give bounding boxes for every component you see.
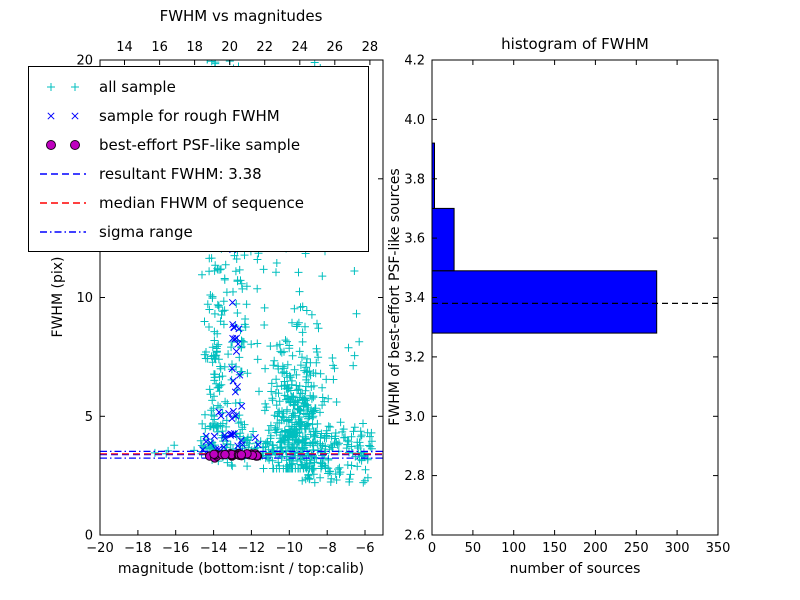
legend-label: median FHWM of sequence (99, 193, 304, 212)
legend-label: best-effort PSF-like sample (99, 135, 301, 154)
tick-label: 3.6 (404, 232, 425, 247)
tick-label: 50 (465, 541, 482, 556)
legend-label: sigma range (99, 222, 193, 241)
rough-fwhm-points (199, 245, 262, 459)
right-plot-ylabel: FWHM of best-effort PSF-like sources (387, 168, 403, 425)
left-plot-ylabel: FWHM (pix) (50, 257, 66, 338)
tick-label: −10 (276, 541, 303, 556)
tick-label: 14 (116, 40, 133, 55)
psf-sample-point (236, 450, 247, 460)
tick-label: 3.0 (404, 410, 425, 425)
tick-label: 24 (292, 40, 309, 55)
tick-label: 26 (327, 40, 344, 55)
tick-label: 4.0 (404, 113, 425, 128)
tick-label: −6 (355, 541, 374, 556)
legend-label: sample for rough FWHM (99, 106, 280, 125)
legend-item-psf-sample: best-effort PSF-like sample (29, 130, 368, 159)
legend-marker-circle (46, 139, 80, 150)
x-ticks-bottom: −20 −18 −16 −14 −12 −10 −8 −6 (86, 530, 375, 556)
tick-label: 0 (428, 541, 436, 556)
x-ticks-top (431, 60, 719, 65)
legend-marker-dashed-line (40, 172, 86, 175)
right-plot-xlabel: number of sources (510, 561, 641, 577)
tick-label: 16 (151, 40, 168, 55)
tick-label: 0 (85, 529, 93, 544)
tick-label: 3.2 (404, 350, 425, 365)
psf-sample-point (220, 449, 230, 460)
tick-label: 2.6 (404, 529, 425, 544)
tick-label: 3.4 (404, 291, 425, 306)
tick-label: −12 (238, 541, 265, 556)
histogram-bar (431, 270, 658, 334)
legend-marker-dashed-line (40, 201, 86, 204)
tick-label: 4.2 (404, 54, 425, 69)
left-plot-xlabel: magnitude (bottom:isnt / top:calib) (118, 561, 364, 577)
left-plot-title: FWHM vs magnitudes (160, 7, 323, 25)
legend-marker-dashdot-line (40, 230, 86, 233)
tick-label: 100 (501, 541, 526, 556)
tick-label: 350 (706, 541, 731, 556)
legend-marker-x (47, 111, 79, 120)
y-ticks: 2.6 2.8 3.0 3.2 3.4 3.6 3.8 4.0 4.2 (404, 54, 718, 544)
psf-sample-point (209, 449, 219, 459)
legend-item-sigma-range: sigma range (29, 217, 368, 246)
tick-label: −20 (86, 541, 113, 556)
tick-label: 28 (362, 40, 379, 55)
tick-label: 22 (256, 40, 273, 55)
tick-label: 300 (665, 541, 690, 556)
right-plot-title: histogram of FWHM (501, 35, 649, 53)
legend-item-rough-fwhm: sample for rough FWHM (29, 101, 368, 130)
tick-label: 2.8 (404, 469, 425, 484)
legend-label: resultant FWHM: 3.38 (99, 164, 262, 183)
tick-label: 20 (221, 40, 238, 55)
tick-label: 18 (186, 40, 203, 55)
tick-label: −14 (200, 541, 227, 556)
tick-label: 5 (85, 410, 93, 425)
tick-label: 10 (76, 291, 93, 306)
legend-marker-plus (47, 82, 79, 91)
x-ticks-bottom: 0 50 100 150 200 250 300 350 (428, 530, 731, 556)
x-ticks-top: 14 16 18 20 22 24 26 28 (116, 40, 378, 65)
tick-label: 250 (624, 541, 649, 556)
tick-label: 3.8 (404, 172, 425, 187)
tick-label: 200 (583, 541, 608, 556)
tick-label: −8 (318, 541, 337, 556)
psf-sample-points (205, 448, 263, 463)
legend: all sample sample for rough FWHM best-ef… (28, 66, 369, 252)
tick-label: −18 (124, 541, 151, 556)
tick-label: 20 (76, 54, 93, 69)
legend-label: all sample (99, 77, 176, 96)
histogram (431, 142, 718, 334)
legend-item-all-sample: all sample (29, 72, 368, 101)
tick-label: 150 (542, 541, 567, 556)
legend-item-resultant-fwhm: resultant FWHM: 3.38 (29, 159, 368, 188)
histogram-bar (431, 207, 455, 272)
tick-label: −16 (162, 541, 189, 556)
legend-item-median-fwhm: median FHWM of sequence (29, 188, 368, 217)
